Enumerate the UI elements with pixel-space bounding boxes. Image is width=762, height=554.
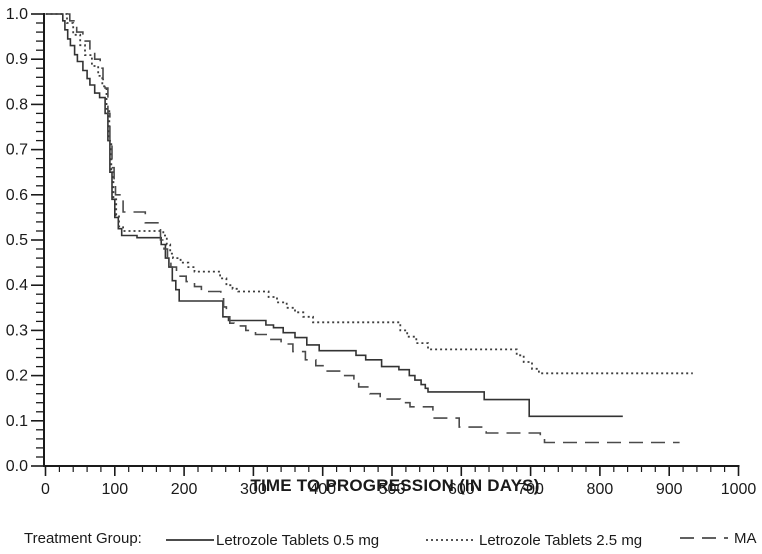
series-curve-dotted xyxy=(45,13,693,375)
y-tick-label: 0.0 xyxy=(6,458,28,475)
y-tick-label: 0.6 xyxy=(6,187,28,204)
y-tick-group: 0.0 0.1 0.2 0.3 0.4 0.5 0.6 0.7 0.8 0.9 1.0 xyxy=(6,6,43,475)
legend-line-sample-long-dash xyxy=(680,537,728,539)
x-axis-title: TIME TO PROGRESSION (IN DAYS) xyxy=(250,476,540,495)
x-tick-label: 0 xyxy=(41,481,50,498)
x-tick-label: 100 xyxy=(101,481,128,498)
legend-label-ma: MA xyxy=(734,530,757,547)
y-tick-label: 0.2 xyxy=(6,368,28,385)
x-tick-label: 800 xyxy=(587,481,614,498)
legend-label-letrozole-0-5mg: Letrozole Tablets 0.5 mg xyxy=(216,532,380,549)
y-tick-label: 0.3 xyxy=(6,322,28,339)
km-plot-svg: 0.0 0.1 0.2 0.3 0.4 0.5 0.6 0.7 0.8 0.9 1.0 0 100 200… xyxy=(6,6,757,498)
y-tick-label: 1.0 xyxy=(6,6,28,23)
x-tick-label: 900 xyxy=(656,481,683,498)
x-tick-label: 300 xyxy=(240,481,267,498)
x-tick-label: 500 xyxy=(379,481,406,498)
series-curve-solid xyxy=(45,13,623,418)
legend: Treatment Group: Letrozole Tablets 0.5 m… xyxy=(0,526,762,552)
x-tick-label: 400 xyxy=(309,481,336,498)
y-tick-label: 0.7 xyxy=(6,142,28,159)
x-tick-group: 0 100 200 300 400 500 600 700 800 900 1000 xyxy=(41,466,756,498)
legend-line-sample-solid xyxy=(166,539,214,541)
legend-label-letrozole-2-5mg: Letrozole Tablets 2.5 mg xyxy=(479,532,643,549)
y-tick-label: 0.4 xyxy=(6,277,28,294)
series-group xyxy=(45,13,693,444)
x-tick-label: 700 xyxy=(517,481,544,498)
y-tick-label: 0.5 xyxy=(6,232,28,249)
y-tick-label: 0.8 xyxy=(6,96,28,113)
x-tick-label: 1000 xyxy=(721,481,757,498)
x-tick-label: 200 xyxy=(171,481,198,498)
x-tick-label: 600 xyxy=(448,481,475,498)
y-tick-label: 0.1 xyxy=(6,413,28,430)
legend-title: Treatment Group: xyxy=(24,530,142,547)
legend-line-sample-dotted xyxy=(426,539,476,541)
series-curve-long-dash xyxy=(45,13,680,444)
y-tick-label: 0.9 xyxy=(6,51,28,68)
